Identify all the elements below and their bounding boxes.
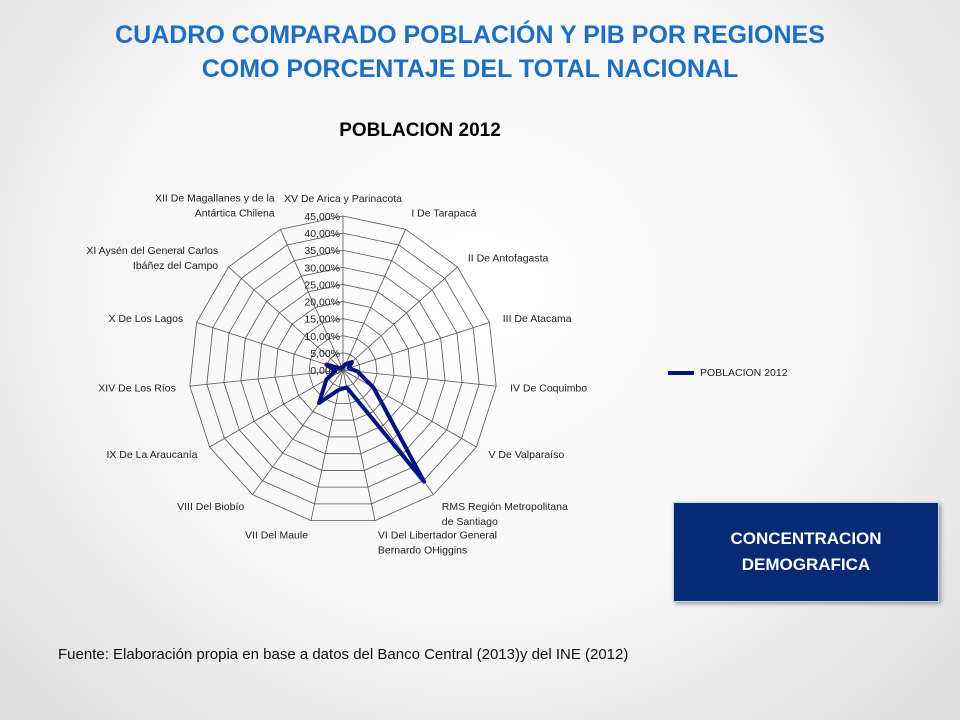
- tick-label-1: 5,00%: [310, 348, 340, 360]
- category-label-10: IX De La Araucanía: [106, 449, 197, 461]
- tick-label-6: 30,00%: [304, 262, 340, 274]
- grid-ring-3: [291, 318, 395, 421]
- axis-spoke-11: [189, 369, 344, 387]
- tick-label-8: 40,00%: [304, 228, 340, 240]
- category-label-9: VIII Del Biobío: [177, 501, 244, 513]
- tick-label-4: 20,00%: [304, 297, 340, 309]
- category-label-1: I De Tarapacá: [411, 208, 476, 220]
- grid-ring-4: [274, 301, 412, 438]
- category-label-13: XI Aysén del General Carlos Ibáñez del Ca…: [86, 245, 218, 272]
- grid-ring-6: [240, 266, 446, 471]
- legend-swatch: [668, 371, 694, 375]
- axis-spoke-5: [342, 369, 477, 448]
- axis-spoke-10: [209, 369, 344, 448]
- grid-ring-9: [189, 215, 497, 522]
- category-label-7: VI Del Libertador General Bernardo OHiggi…: [378, 529, 497, 556]
- concentration-badge: CONCENTRACION DEMOGRAFICA: [673, 502, 939, 602]
- axis-spoke-14: [279, 229, 344, 371]
- category-label-12: X De Los Lagos: [109, 313, 184, 325]
- axis-spoke-4: [342, 369, 497, 387]
- axis-spoke-1: [342, 229, 407, 371]
- axis-spoke-12: [196, 322, 344, 371]
- category-label-6: RMS Región Metropolitana de Santiago: [442, 501, 568, 528]
- category-label-14: XII De Magallanes y de la Antártica Chile…: [155, 193, 275, 220]
- axis-spoke-13: [228, 266, 344, 371]
- series-line-0: [317, 359, 427, 484]
- slide-title-line-1: CUADRO COMPARADO POBLACIÓN Y PIB POR REG…: [115, 21, 825, 49]
- grid-ring-2: [308, 335, 378, 404]
- category-label-2: II De Antofagasta: [468, 253, 549, 265]
- grid-ring-7: [223, 249, 463, 488]
- badge-line-1: CONCENTRACION: [730, 529, 882, 548]
- legend-label: POBLACION 2012: [700, 367, 788, 379]
- category-label-3: III De Atacama: [503, 313, 572, 325]
- chart-legend: POBLACION 2012: [668, 364, 788, 382]
- chart-title: POBLACION 2012: [339, 120, 501, 141]
- category-label-8: VII Del Maule: [245, 529, 308, 541]
- category-label-5: V De Valparaíso: [488, 449, 564, 461]
- axis-spoke-7: [342, 369, 376, 521]
- axis-spoke-9: [252, 369, 344, 495]
- axis-spoke-3: [342, 322, 490, 371]
- tick-label-2: 10,00%: [304, 331, 340, 343]
- badge-line-2: DEMOGRAFICA: [741, 555, 871, 574]
- grid-ring-5: [257, 284, 429, 455]
- category-label-4: IV De Coquimbo: [510, 383, 587, 395]
- tick-label-9: 45,00%: [304, 211, 340, 223]
- axis-spoke-8: [310, 369, 344, 521]
- category-label-0: XV De Arica y Parinacota: [284, 193, 402, 205]
- axis-spoke-2: [342, 266, 458, 371]
- slide-title: CUADRO COMPARADO POBLACIÓN Y PIB POR REG…: [20, 18, 920, 86]
- tick-label-3: 15,00%: [304, 314, 340, 326]
- source-note: Fuente: Elaboración propia en base a dat…: [58, 646, 629, 663]
- grid-ring-8: [206, 232, 480, 505]
- tick-label-5: 25,00%: [304, 279, 340, 291]
- slide-title-line-2: COMO PORCENTAJE DEL TOTAL NACIONAL: [201, 55, 739, 83]
- category-label-11: XIV De Los Ríos: [98, 383, 176, 395]
- tick-label-7: 35,00%: [304, 245, 340, 257]
